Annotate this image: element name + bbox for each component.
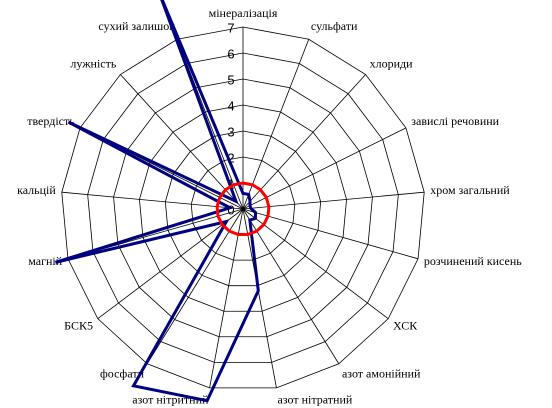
axis-label: сухий залишок	[98, 19, 175, 33]
spoke	[242, 39, 310, 210]
axis-label: фосфати	[100, 367, 145, 381]
spoke	[242, 208, 419, 260]
spoke	[209, 208, 244, 388]
tick-label: 2	[227, 150, 234, 165]
grid-ring	[87, 52, 399, 363]
grid-ring	[61, 26, 425, 389]
series-line	[215, 181, 271, 237]
tick-label: 7	[227, 20, 234, 35]
spoke	[242, 208, 389, 319]
spoke	[242, 191, 425, 210]
axis-label: ХСК	[393, 318, 418, 332]
axis-label: лужність	[70, 57, 116, 71]
axis-label: сульфати	[311, 19, 358, 33]
spoke	[120, 74, 244, 210]
tick-label: 0	[227, 202, 234, 217]
spoke	[242, 74, 366, 210]
tick-label: 5	[227, 72, 234, 87]
axis-label: магній	[28, 254, 63, 268]
axis-label: БСК5	[64, 318, 93, 332]
grid-ring	[139, 104, 347, 312]
axis-label: завислі речовини	[411, 114, 499, 128]
spoke	[97, 208, 244, 319]
tick-label: 4	[227, 98, 234, 113]
grid-ring	[113, 78, 373, 338]
axis-label: хлориди	[370, 57, 414, 71]
series-line	[54, 0, 260, 403]
spoke	[242, 208, 340, 364]
spoke	[242, 208, 277, 388]
axis-label: хром загальний	[430, 183, 510, 197]
grid-ring	[164, 130, 322, 287]
axis-label: азот нітратний	[278, 392, 353, 406]
spoke	[146, 208, 244, 364]
spoke	[242, 127, 407, 210]
spoke	[61, 191, 244, 210]
axis-label: розчинений кисень	[424, 254, 522, 268]
tick-label: 3	[227, 124, 234, 139]
axis-label: твердість	[27, 114, 75, 128]
axis-label: азот амонійний	[342, 367, 421, 381]
axis-label: кальцій	[17, 183, 56, 197]
axis-label: мінералізація	[209, 6, 278, 20]
tick-label: 6	[227, 46, 234, 61]
